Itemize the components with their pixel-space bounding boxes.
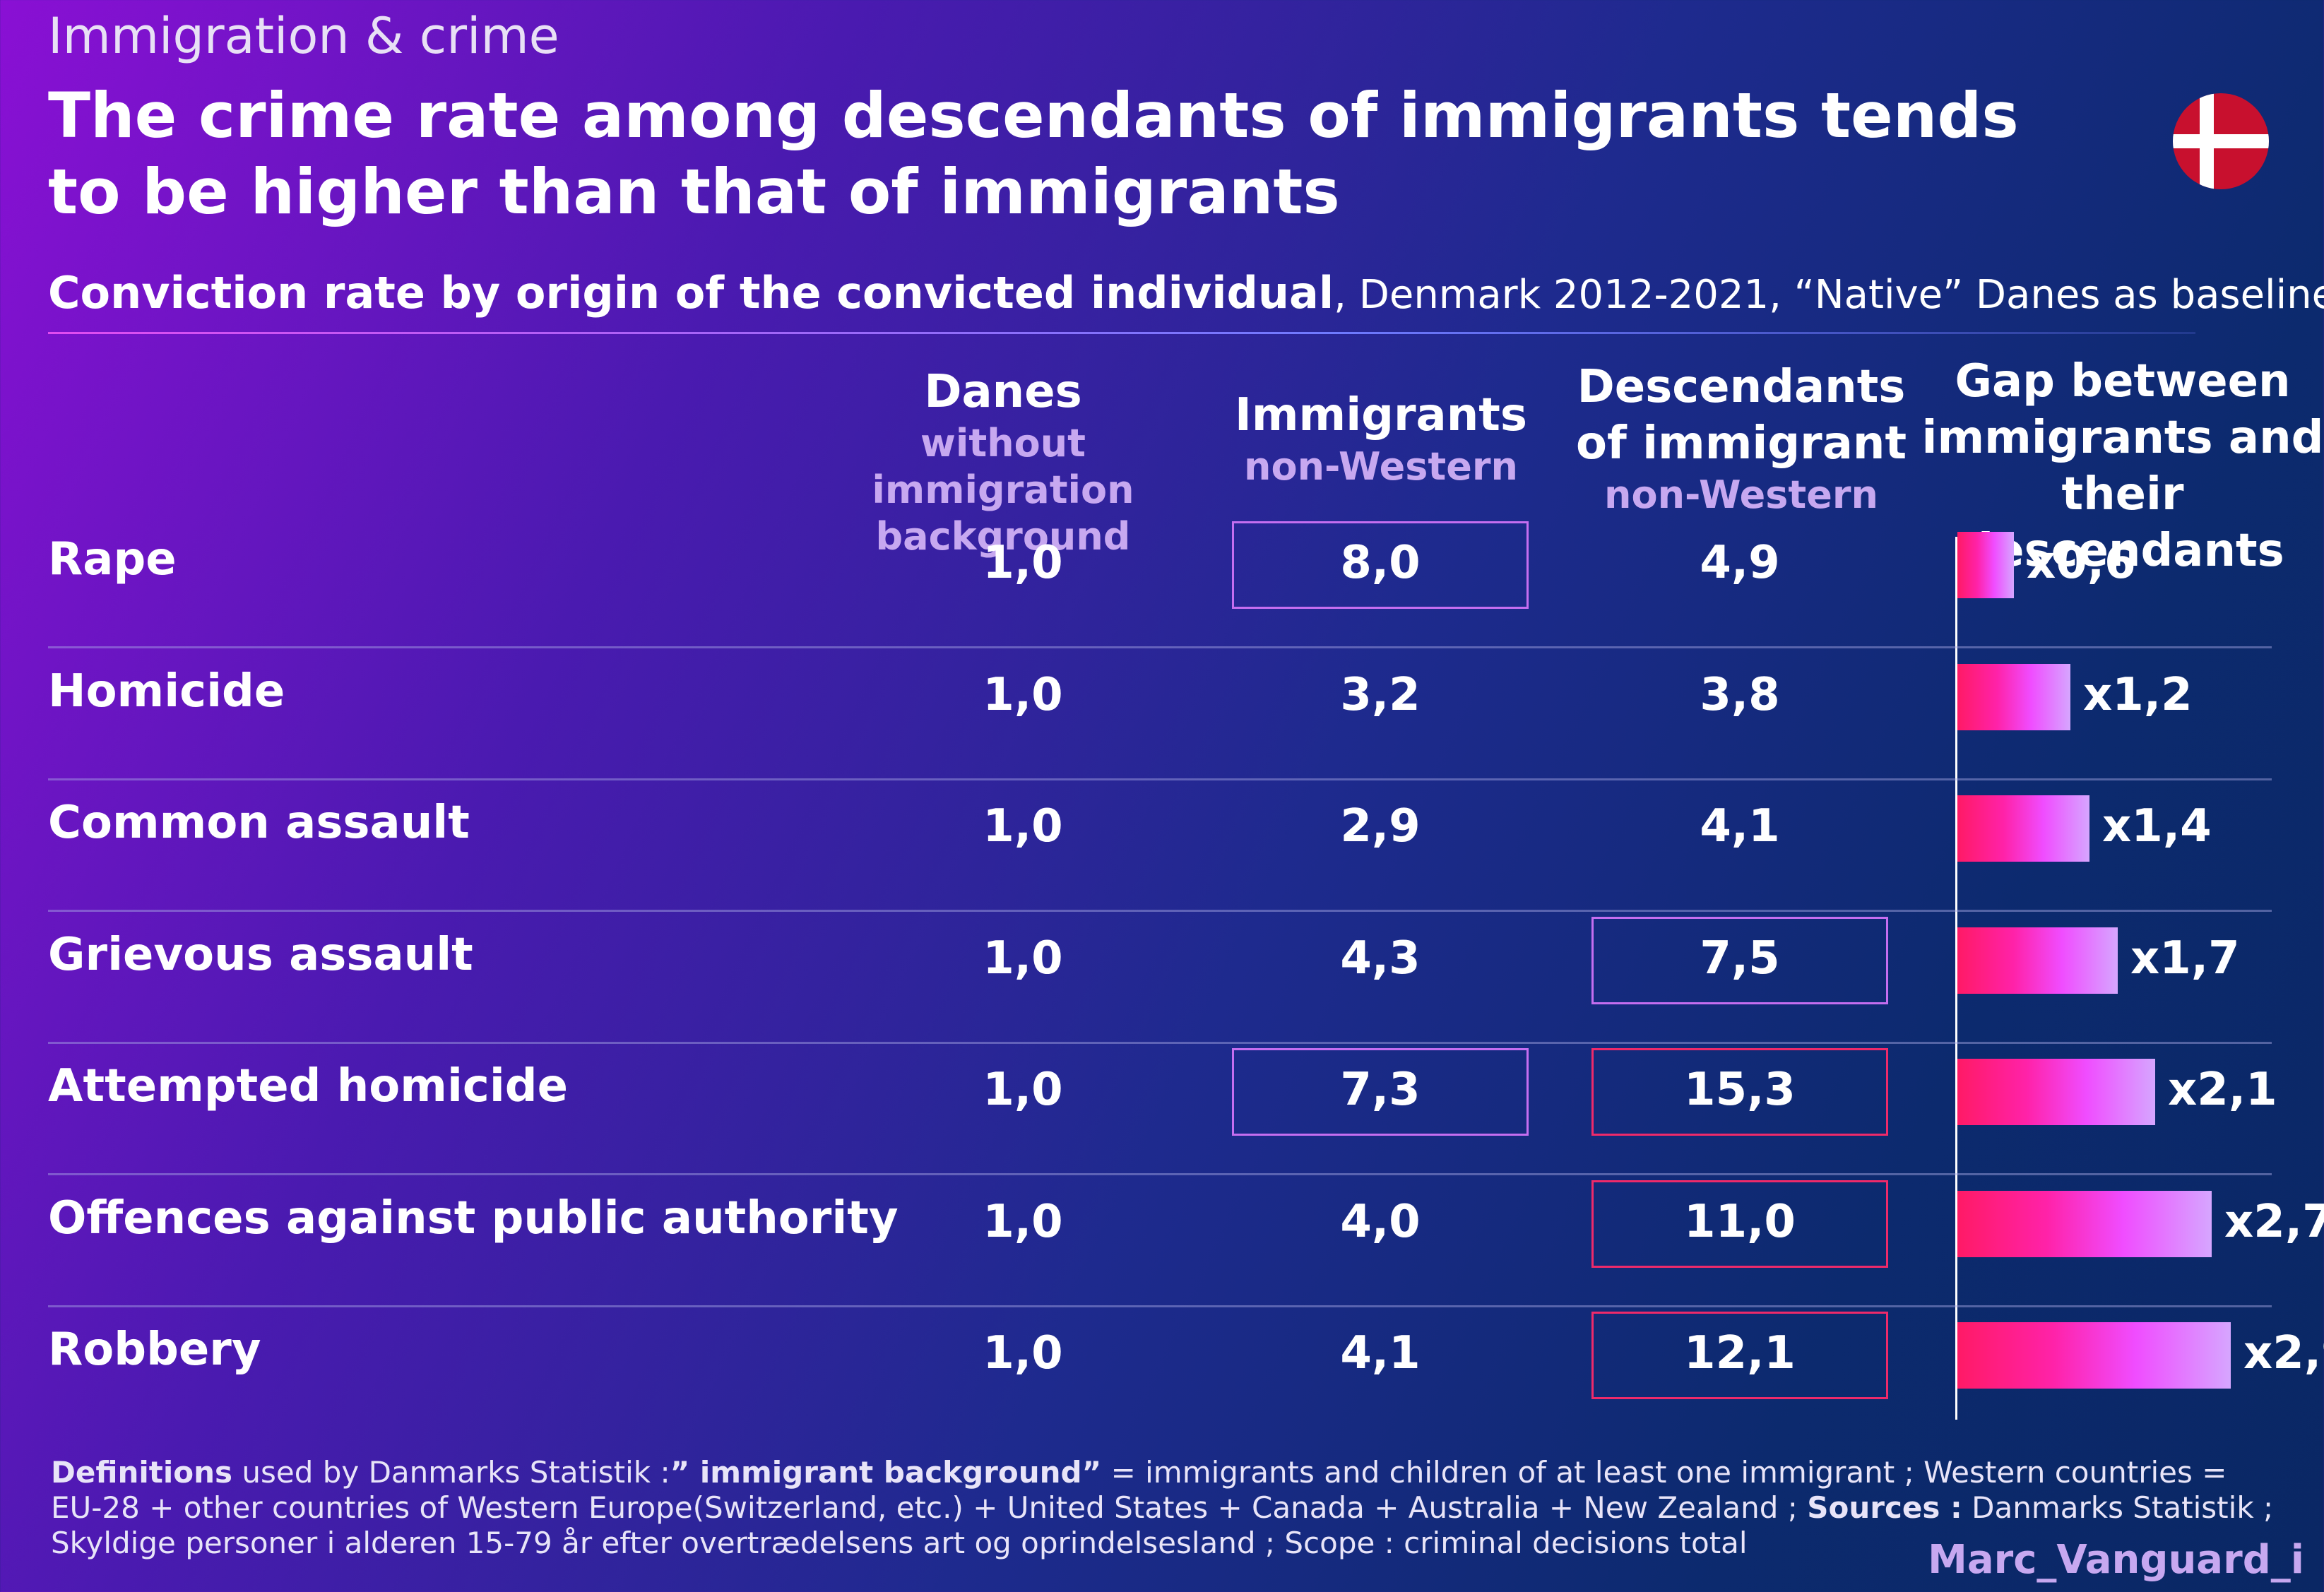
chart-title: The crime rate among descendants of immi… [48, 79, 2019, 228]
cell-danes: 1,0 [983, 668, 1063, 721]
gap-bar [1957, 1322, 2231, 1389]
cell-descendants: 4,9 [1700, 537, 1780, 589]
subtitle-divider [48, 332, 2195, 334]
gap-label: x2,7 [2224, 1195, 2324, 1248]
gap-bar [1957, 1190, 2212, 1257]
col-header-danes-sub: without immigration background [872, 421, 1134, 559]
footnote: Definitions used by Danmarks Statistik :… [51, 1455, 2283, 1561]
footnote-definitions-text: used by Danmarks Statistik : [232, 1455, 670, 1490]
row-label: Homicide [48, 665, 285, 718]
footnote-sources-label: Sources : [1807, 1490, 1962, 1525]
gap-bar [1957, 1059, 2155, 1125]
cell-danes: 1,0 [983, 932, 1063, 985]
cell-immigrants: 3,2 [1340, 668, 1421, 721]
cell-immigrants: 8,0 [1340, 537, 1421, 589]
cell-danes: 1,0 [983, 1064, 1063, 1116]
footnote-immigrant-background-label: ” immigrant background” [670, 1455, 1102, 1490]
col-header-gap-main: Gap between immigrants and their descend… [1921, 355, 2324, 577]
row-label: Rape [48, 533, 177, 586]
row-separator [48, 646, 2272, 648]
gap-label: x2,1 [2168, 1064, 2277, 1116]
highlight-box-descendants [1591, 1312, 1888, 1399]
col-header-immigrants-main: Immigrants [1235, 389, 1527, 441]
cell-immigrants: 4,1 [1340, 1327, 1421, 1379]
cell-immigrants: 7,3 [1340, 1064, 1421, 1116]
row-separator [48, 1173, 2272, 1175]
gap-bar [1957, 795, 2089, 862]
gap-axis-line [1955, 537, 1957, 1420]
cell-danes: 1,0 [983, 1327, 1063, 1379]
gap-bar [1957, 532, 2014, 598]
row-separator [48, 1305, 2272, 1307]
gap-label: x2,9 [2243, 1327, 2324, 1379]
footnote-definitions-label: Definitions [51, 1455, 233, 1490]
footnote-sources-text: Danmarks Statistik ; Skyldige personer i… [51, 1490, 2274, 1560]
chart-subtitle: Conviction rate by origin of the convict… [48, 267, 2324, 319]
supertitle: Immigration & crime [48, 7, 559, 65]
cell-descendants: 4,1 [1700, 800, 1780, 853]
cell-descendants: 12,1 [1684, 1327, 1796, 1379]
cell-descendants: 3,8 [1700, 668, 1780, 721]
highlight-box-descendants [1591, 1180, 1888, 1268]
cell-danes: 1,0 [983, 1195, 1063, 1248]
gap-bar [1957, 927, 2118, 994]
col-header-descendants-main: Descendants of immigrant [1575, 361, 1907, 470]
row-separator [48, 778, 2272, 780]
col-header-descendants: Descendants of immigrant non-Western [1561, 359, 1921, 518]
gap-label: x0,6 [2027, 537, 2136, 589]
row-label: Grievous assault [48, 928, 473, 981]
row-separator [48, 910, 2272, 912]
gap-label: x1,4 [2102, 800, 2212, 853]
highlight-box-descendants [1591, 916, 1888, 1004]
row-label: Robbery [48, 1324, 261, 1376]
col-header-descendants-sub: non-Western [1604, 473, 1878, 517]
denmark-flag-icon [2173, 93, 2269, 189]
cell-descendants: 15,3 [1684, 1064, 1796, 1116]
row-label: Common assault [48, 797, 470, 849]
cell-immigrants: 4,0 [1340, 1195, 1421, 1248]
highlight-box-descendants [1591, 1048, 1888, 1136]
row-label: Offences against public authority [48, 1192, 899, 1245]
cell-descendants: 7,5 [1700, 932, 1780, 985]
cell-immigrants: 2,9 [1340, 800, 1421, 853]
cell-danes: 1,0 [983, 800, 1063, 853]
cell-danes: 1,0 [983, 537, 1063, 589]
cell-immigrants: 4,3 [1340, 932, 1421, 985]
col-header-immigrants: Immigrants non-Western [1215, 387, 1547, 490]
col-header-danes-main: Danes [924, 366, 1082, 418]
footnote-immigrant-background-text: = immigrants and children of at least on… [51, 1455, 2227, 1525]
highlight-box-immigrants [1232, 1048, 1529, 1136]
highlight-box-immigrants [1232, 521, 1529, 609]
col-header-gap: Gap between immigrants and their descend… [1921, 353, 2324, 579]
gap-label: x1,7 [2130, 932, 2240, 985]
subtitle-bold: Conviction rate by origin of the convict… [48, 267, 1334, 319]
subtitle-light: , Denmark 2012-2021, “Native” Danes as b… [1334, 272, 2324, 318]
gap-label: x1,2 [2083, 668, 2193, 721]
col-header-immigrants-sub: non-Western [1244, 444, 1518, 489]
row-label: Attempted homicide [48, 1060, 568, 1112]
col-header-danes: Danes without immigration background [798, 364, 1208, 560]
cell-descendants: 11,0 [1684, 1195, 1796, 1248]
author-credit: Marc_Vanguard_i [1928, 1537, 2304, 1583]
row-separator [48, 1041, 2272, 1044]
gap-bar [1957, 663, 2070, 730]
